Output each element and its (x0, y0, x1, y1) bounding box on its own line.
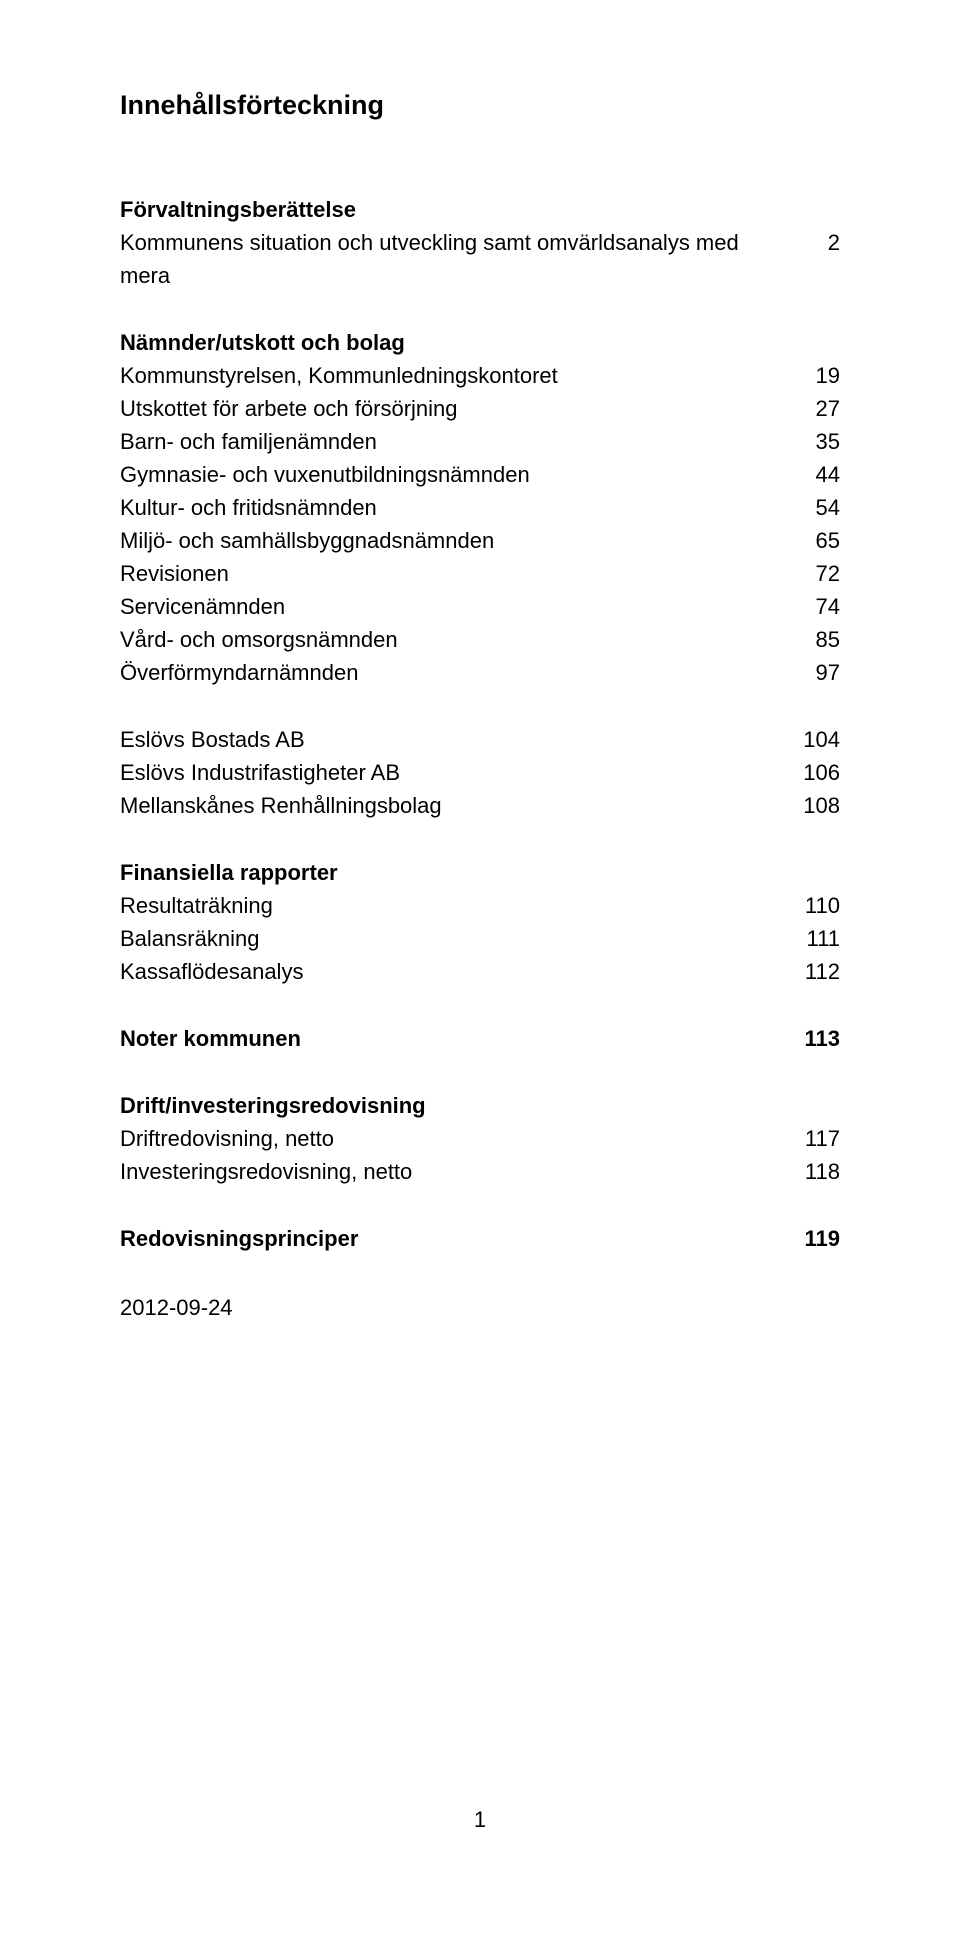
toc-label: Kultur- och fritidsnämnden (120, 491, 770, 524)
toc-page: 113 (770, 1022, 840, 1055)
toc-page: 110 (770, 889, 840, 922)
section-heading: Finansiella rapporter (120, 856, 840, 889)
toc-label: Redovisningsprinciper (120, 1222, 770, 1255)
toc-label: Kassaflödesanalys (120, 955, 770, 988)
toc-page: 117 (770, 1122, 840, 1155)
toc-label: Balansräkning (120, 922, 770, 955)
toc-section: Eslövs Bostads AB 104 Eslövs Industrifas… (120, 723, 840, 822)
toc-row: Balansräkning 111 (120, 922, 840, 955)
toc-label: Miljö- och samhällsbyggnadsnämnden (120, 524, 770, 557)
toc-row: Miljö- och samhällsbyggnadsnämnden 65 (120, 524, 840, 557)
toc-row: Investeringsredovisning, netto 118 (120, 1155, 840, 1188)
toc-label: Eslövs Industrifastigheter AB (120, 756, 770, 789)
toc-page: 54 (770, 491, 840, 524)
toc-row: Revisionen 72 (120, 557, 840, 590)
toc-row: Kassaflödesanalys 112 (120, 955, 840, 988)
toc-row: Mellanskånes Renhållningsbolag 108 (120, 789, 840, 822)
toc-page: 111 (770, 922, 840, 955)
toc-row: Eslövs Industrifastigheter AB 106 (120, 756, 840, 789)
toc-label: Revisionen (120, 557, 770, 590)
document-page: Innehållsförteckning Förvaltningsberätte… (0, 0, 960, 1953)
toc-row: Kommunstyrelsen, Kommunledningskontoret … (120, 359, 840, 392)
toc-page: 27 (770, 392, 840, 425)
toc-row-bold: Noter kommunen 113 (120, 1022, 840, 1055)
toc-row: Resultaträkning 110 (120, 889, 840, 922)
toc-label: Kommunens situation och utveckling samt … (120, 226, 770, 292)
toc-page: 2 (770, 226, 840, 292)
toc-row: Utskottet för arbete och försörjning 27 (120, 392, 840, 425)
toc-row: Servicenämnden 74 (120, 590, 840, 623)
toc-page: 44 (770, 458, 840, 491)
toc-page: 85 (770, 623, 840, 656)
toc-section: Redovisningsprinciper 119 (120, 1222, 840, 1255)
toc-label: Överförmyndarnämnden (120, 656, 770, 689)
toc-section: Nämnder/utskott och bolag Kommunstyrelse… (120, 326, 840, 689)
toc-label: Noter kommunen (120, 1022, 770, 1055)
toc-section: Drift/investeringsredovisning Driftredov… (120, 1089, 840, 1188)
toc-label: Utskottet för arbete och försörjning (120, 392, 770, 425)
toc-label: Investeringsredovisning, netto (120, 1155, 770, 1188)
toc-label: Barn- och familjenämnden (120, 425, 770, 458)
toc-page: 97 (770, 656, 840, 689)
toc-row: Gymnasie- och vuxenutbildningsnämnden 44 (120, 458, 840, 491)
toc-label: Kommunstyrelsen, Kommunledningskontoret (120, 359, 770, 392)
toc-label: Resultaträkning (120, 889, 770, 922)
toc-section: Finansiella rapporter Resultaträkning 11… (120, 856, 840, 988)
section-heading: Nämnder/utskott och bolag (120, 326, 840, 359)
section-heading: Drift/investeringsredovisning (120, 1089, 840, 1122)
section-heading: Förvaltningsberättelse (120, 193, 840, 226)
toc-label: Driftredovisning, netto (120, 1122, 770, 1155)
toc-row: Vård- och omsorgsnämnden 85 (120, 623, 840, 656)
toc-row-bold: Redovisningsprinciper 119 (120, 1222, 840, 1255)
toc-page: 119 (770, 1222, 840, 1255)
toc-page: 104 (770, 723, 840, 756)
document-date: 2012-09-24 (120, 1295, 840, 1321)
toc-label: Mellanskånes Renhållningsbolag (120, 789, 770, 822)
toc-page: 65 (770, 524, 840, 557)
toc-page: 19 (770, 359, 840, 392)
toc-row: Överförmyndarnämnden 97 (120, 656, 840, 689)
toc-row: Kultur- och fritidsnämnden 54 (120, 491, 840, 524)
toc-page: 112 (770, 955, 840, 988)
toc-page: 106 (770, 756, 840, 789)
toc-title: Innehållsförteckning (120, 90, 840, 121)
toc-label: Eslövs Bostads AB (120, 723, 770, 756)
toc-section: Noter kommunen 113 (120, 1022, 840, 1055)
toc-page: 108 (770, 789, 840, 822)
toc-label: Gymnasie- och vuxenutbildningsnämnden (120, 458, 770, 491)
toc-label: Servicenämnden (120, 590, 770, 623)
toc-page: 74 (770, 590, 840, 623)
toc-row: Driftredovisning, netto 117 (120, 1122, 840, 1155)
toc-label: Vård- och omsorgsnämnden (120, 623, 770, 656)
toc-page: 118 (770, 1155, 840, 1188)
page-number: 1 (0, 1807, 960, 1833)
toc-row: Kommunens situation och utveckling samt … (120, 226, 840, 292)
toc-row: Barn- och familjenämnden 35 (120, 425, 840, 458)
toc-row: Eslövs Bostads AB 104 (120, 723, 840, 756)
toc-page: 72 (770, 557, 840, 590)
toc-section: Förvaltningsberättelse Kommunens situati… (120, 193, 840, 292)
toc-page: 35 (770, 425, 840, 458)
